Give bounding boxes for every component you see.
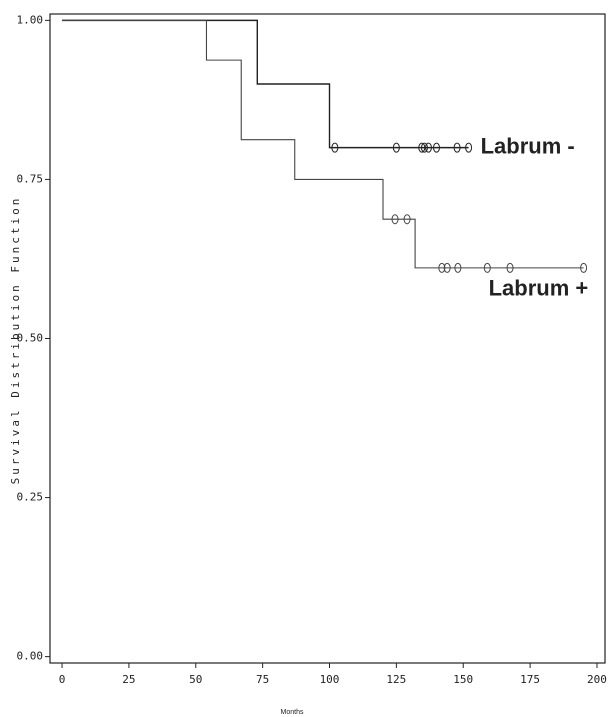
censor-mark: [424, 142, 432, 153]
x-tick-label: 200: [587, 673, 607, 686]
censor-mark: [420, 142, 428, 153]
censor-mark: [392, 142, 400, 153]
censor-mark: [580, 262, 588, 273]
censor-mark: [506, 262, 514, 273]
y-tick-label: 0.75: [17, 172, 44, 185]
x-tick-label: 0: [59, 673, 66, 686]
plot-frame: [49, 13, 606, 664]
censor-mark: [391, 214, 399, 225]
survival-curve: [62, 19, 584, 269]
x-tick-label: 100: [320, 673, 340, 686]
censor-mark: [453, 142, 461, 153]
x-tick-label: 50: [189, 673, 202, 686]
censor-mark: [454, 262, 462, 273]
y-tick-label: 0.25: [17, 491, 44, 504]
censor-mark: [331, 142, 339, 153]
censor-mark: [483, 262, 491, 273]
y-tick-label: 0.00: [17, 650, 44, 663]
series-label: Labrum +: [489, 276, 589, 301]
y-axis-label: Survival Distribution Function: [9, 196, 22, 485]
survival-curve: [62, 19, 469, 149]
x-tick-label: 125: [386, 673, 406, 686]
censor-mark: [438, 262, 446, 273]
censor-mark: [403, 214, 411, 225]
y-tick-label: 1.00: [17, 13, 44, 26]
y-tick-label: 0.50: [17, 332, 44, 345]
series-label: Labrum -: [481, 133, 575, 158]
x-tick-label: 25: [122, 673, 135, 686]
x-tick-label: 150: [453, 673, 473, 686]
censor-mark: [465, 142, 473, 153]
censor-mark: [443, 262, 451, 273]
x-axis-label: Months: [281, 709, 304, 716]
x-tick-label: 75: [256, 673, 269, 686]
censor-mark: [432, 142, 440, 153]
censor-mark: [418, 142, 426, 153]
x-tick-label: 175: [520, 673, 540, 686]
